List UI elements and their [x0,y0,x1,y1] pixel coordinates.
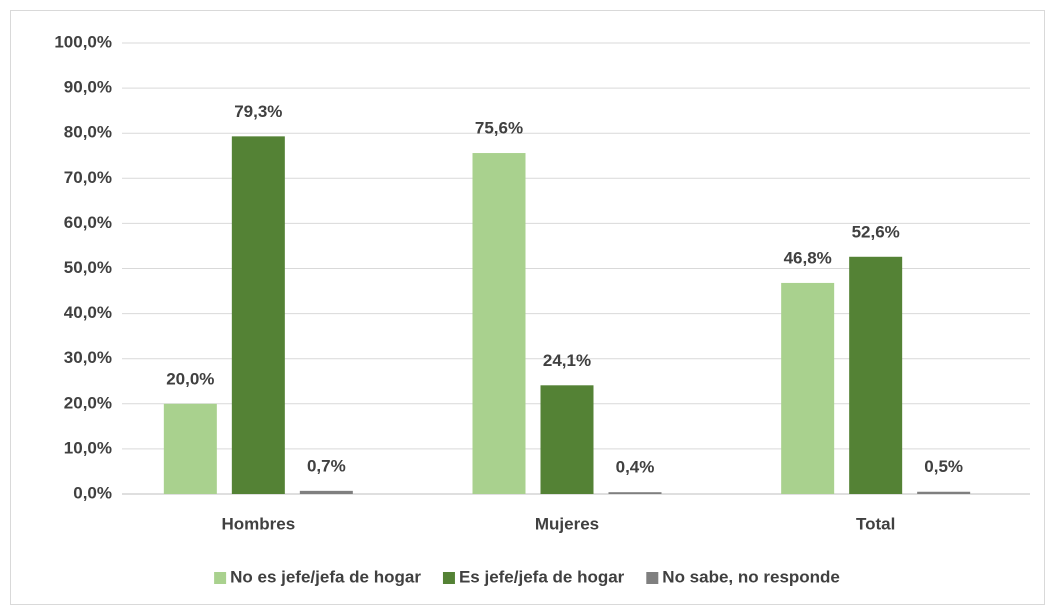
data-label: 0,5% [924,457,963,476]
data-label: 0,7% [307,456,346,475]
y-tick-label: 50,0% [64,258,112,277]
y-tick-label: 40,0% [64,303,112,322]
y-tick-label: 80,0% [64,123,112,142]
y-tick-label: 70,0% [64,168,112,187]
legend-label: No sabe, no responde [662,567,840,586]
legend-swatch [646,572,659,584]
y-tick-label: 30,0% [64,348,112,367]
bar [472,153,526,494]
x-tick-label: Total [856,514,895,533]
y-tick-label: 10,0% [64,438,112,457]
bar [849,256,903,494]
data-label: 20,0% [166,369,214,388]
x-tick-label: Mujeres [535,514,599,533]
legend-swatch [214,572,227,584]
y-tick-label: 20,0% [64,393,112,412]
y-tick-label: 0,0% [73,483,112,502]
bar [608,492,662,494]
data-label: 75,6% [475,119,523,138]
bar [540,385,594,494]
data-label: 24,1% [543,351,591,370]
bar [299,490,353,494]
data-label: 46,8% [784,248,832,267]
data-label: 52,6% [852,222,900,241]
bar [917,491,971,494]
x-tick-label: Hombres [221,514,295,533]
data-label: 79,3% [234,102,282,121]
bar [163,403,217,494]
y-tick-label: 100,0% [54,32,112,51]
legend-swatch [442,572,455,584]
y-tick-label: 90,0% [64,78,112,97]
data-label: 0,4% [616,458,655,477]
legend-label: Es jefe/jefa de hogar [459,567,625,586]
legend-label: No es jefe/jefa de hogar [230,567,421,586]
bar [781,282,835,494]
bar [231,136,285,494]
y-tick-label: 60,0% [64,213,112,232]
